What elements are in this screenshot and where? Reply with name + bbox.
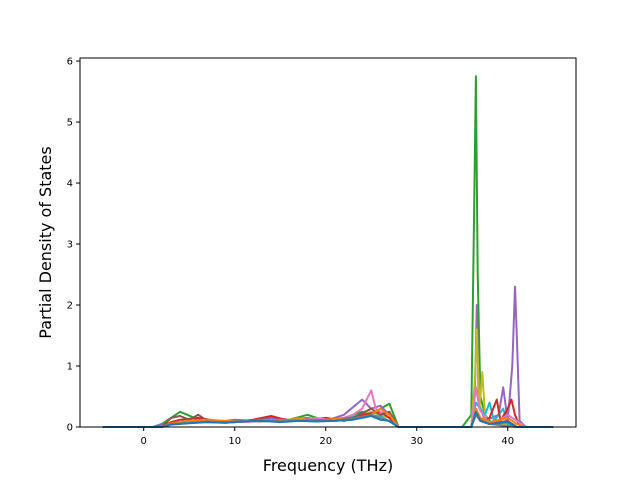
y-tick-label: 6 (67, 57, 73, 68)
y-axis-label: Partial Density of States (36, 146, 55, 338)
y-ticks: 0 1 2 3 4 5 6 (67, 57, 80, 434)
y-tick-label: 4 (67, 179, 73, 190)
x-tick-label: 10 (228, 436, 241, 447)
x-axis-label: Frequency (THz) (263, 456, 393, 475)
x-tick-label: 30 (410, 436, 423, 447)
y-tick-label: 5 (67, 118, 73, 129)
plot-frame (79, 57, 577, 428)
x-ticks: 0 10 20 30 40 (141, 427, 514, 447)
series-line-10 (102, 410, 554, 428)
series-layer (102, 75, 554, 428)
y-tick-label: 1 (67, 362, 73, 373)
x-tick-label: 40 (501, 436, 514, 447)
y-tick-label: 2 (67, 301, 73, 312)
x-tick-label: 20 (319, 436, 332, 447)
y-tick-label: 3 (67, 240, 73, 251)
y-tick-label: 0 (67, 423, 73, 434)
x-tick-label: 0 (141, 436, 147, 447)
